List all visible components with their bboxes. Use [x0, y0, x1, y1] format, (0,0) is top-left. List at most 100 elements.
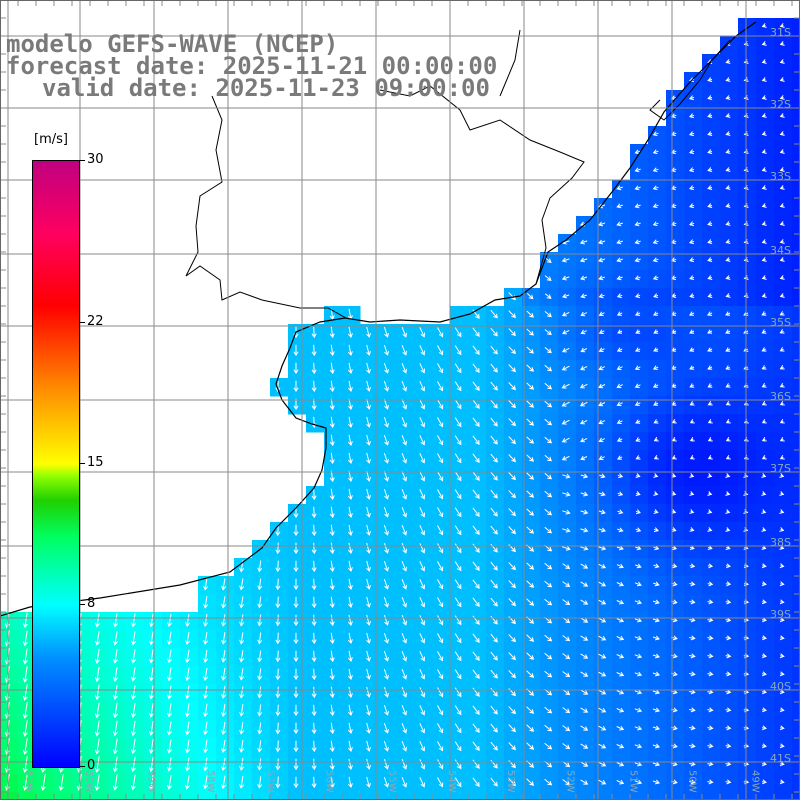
wind-arrow — [561, 383, 570, 389]
wind-speed-cell — [144, 774, 163, 793]
wind-arrow — [598, 653, 607, 659]
wind-speed-cell — [612, 180, 631, 199]
wind-arrow — [761, 185, 767, 190]
wind-arrow — [383, 632, 389, 644]
wind-arrow — [689, 275, 695, 280]
wind-arrow — [544, 382, 553, 390]
wind-arrow — [112, 631, 118, 646]
wind-speed-cell — [324, 720, 343, 739]
wind-speed-cell — [342, 486, 361, 505]
wind-speed-cell — [342, 342, 361, 361]
wind-speed-cell — [414, 774, 433, 793]
wind-speed-cell — [270, 738, 289, 757]
wind-arrow — [761, 23, 767, 28]
wind-speed-cell — [378, 540, 397, 559]
wind-arrow — [401, 417, 408, 428]
wind-arrow — [239, 632, 245, 645]
wind-arrow — [598, 401, 606, 407]
wind-arrow — [634, 617, 643, 623]
wind-arrow — [311, 758, 317, 771]
wind-arrow — [401, 669, 408, 680]
wind-speed-cell — [378, 792, 397, 800]
wind-speed-cell — [306, 684, 325, 703]
wind-speed-cell — [378, 324, 397, 343]
wind-arrow — [634, 635, 643, 641]
wind-arrow — [329, 596, 335, 609]
wind-arrow — [616, 545, 624, 551]
wind-arrow — [652, 383, 659, 388]
wind-speed-cell — [0, 774, 19, 793]
wind-arrow — [707, 545, 713, 550]
wind-speed-cell — [774, 522, 793, 541]
wind-arrow — [598, 275, 605, 281]
wind-speed-cell — [414, 468, 433, 487]
longitude-label: 52W — [565, 770, 576, 793]
wind-speed-cell — [360, 378, 379, 397]
wind-arrow — [761, 59, 767, 64]
wind-speed-cell — [396, 612, 415, 631]
wind-arrow — [544, 706, 553, 714]
wind-arrow — [635, 437, 641, 442]
wind-arrow — [490, 471, 498, 481]
wind-arrow — [634, 275, 641, 281]
wind-speed-cell — [0, 792, 19, 800]
wind-speed-cell — [108, 702, 127, 721]
wind-speed-cell — [792, 612, 800, 631]
wind-speed-cell — [396, 324, 415, 343]
wind-arrow — [112, 774, 118, 791]
wind-speed-cell — [738, 684, 757, 703]
wind-arrow — [203, 703, 208, 718]
wind-arrow — [419, 633, 426, 644]
wind-arrow — [779, 347, 785, 352]
wind-arrow — [508, 742, 516, 751]
wind-speed-cell — [72, 774, 91, 793]
wind-speed-cell — [414, 450, 433, 469]
wind-arrow — [580, 347, 588, 353]
wind-arrow — [725, 221, 731, 226]
wind-arrow — [526, 742, 535, 750]
wind-arrow — [203, 685, 209, 700]
wind-speed-cell — [90, 774, 109, 793]
wind-speed-cell — [216, 630, 235, 649]
wind-arrow — [725, 581, 732, 587]
wind-arrow — [526, 418, 535, 426]
wind-arrow — [383, 722, 389, 734]
wind-speed-cell — [288, 684, 307, 703]
wind-arrow — [652, 239, 659, 245]
wind-speed-cell — [306, 792, 325, 800]
wind-arrow — [634, 167, 641, 173]
wind-speed-cell — [180, 774, 199, 793]
wind-speed-cell — [108, 612, 127, 631]
wind-arrow — [401, 561, 408, 572]
wind-speed-cell — [270, 720, 289, 739]
longitude-labels: 61W 60W 59W 58W 57W 56W 55W 54W 53W 52W 51W 50W 49W — [23, 770, 760, 793]
wind-speed-cell — [324, 432, 343, 451]
wind-arrow — [580, 671, 589, 677]
wind-arrow — [383, 686, 389, 698]
wind-arrow — [579, 239, 588, 245]
wind-speed-cell — [648, 792, 667, 800]
wind-arrow — [526, 634, 535, 642]
coastline-rio-de-la-plata-north — [185, 265, 347, 319]
wind-arrow — [257, 614, 263, 627]
wind-arrow — [526, 328, 534, 336]
wind-speed-cell — [792, 54, 800, 73]
longitude-label: 59W — [146, 770, 157, 793]
wind-arrow — [472, 507, 480, 517]
wind-speed-cell — [342, 306, 361, 325]
wind-arrow — [725, 275, 731, 280]
wind-speed-cell — [234, 630, 253, 649]
wind-arrow — [257, 632, 263, 645]
wind-speed-cell — [378, 486, 397, 505]
wind-arrow — [508, 508, 516, 517]
wind-arrow — [329, 650, 335, 663]
wind-arrow — [580, 581, 589, 587]
wind-arrow — [311, 326, 317, 339]
wind-speed-cell — [792, 108, 800, 127]
wind-speed-cell — [558, 432, 577, 451]
wind-speed-cell — [756, 648, 775, 667]
wind-arrow — [437, 777, 444, 788]
wind-arrow — [562, 779, 571, 786]
wind-arrow — [490, 579, 498, 589]
colorbar-tick-label: 0 — [87, 758, 96, 773]
